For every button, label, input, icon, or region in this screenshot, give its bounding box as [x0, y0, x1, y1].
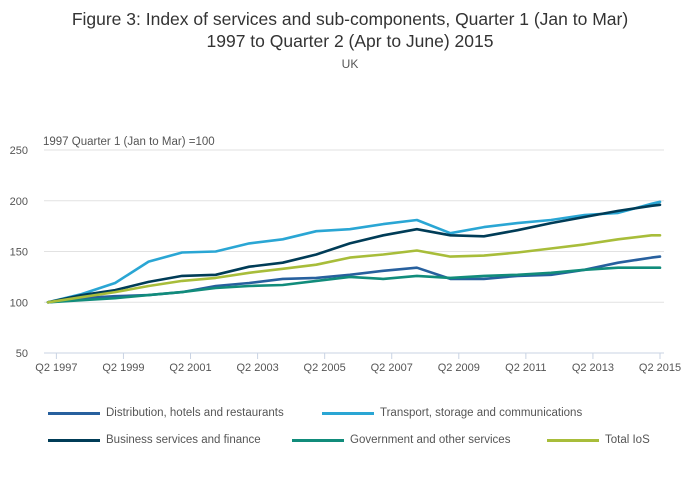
legend-swatch — [547, 438, 599, 442]
y-axis-ticks: 50 100 150 200 250 — [10, 145, 28, 360]
y-tick-label: 200 — [10, 196, 28, 208]
x-tick-label: Q2 2005 — [304, 362, 346, 374]
legend-label: Transport, storage and communications — [380, 407, 583, 419]
chart-title: Figure 3: Index of services and sub-comp… — [0, 8, 700, 52]
gridlines — [44, 149, 664, 303]
x-tick-label: Q2 2013 — [572, 362, 614, 374]
series-lines — [46, 200, 662, 304]
y-tick-label: 150 — [10, 247, 28, 259]
chart-subtitle: UK — [341, 57, 359, 71]
series-line-total-ios — [46, 234, 662, 304]
chart-title-line-2: 1997 to Quarter 2 (Apr to June) 2015 — [206, 31, 494, 51]
series-line-transport-storage-and-communications — [46, 200, 662, 304]
legend-item-transport[interactable]: Transport, storage and communications — [322, 407, 582, 419]
legend-label: Government and other services — [350, 434, 511, 446]
legend-item-distribution[interactable]: Distribution, hotels and restaurants — [48, 407, 284, 419]
legend-swatch — [292, 438, 344, 442]
y-tick-label: 50 — [16, 348, 28, 360]
x-tick-label: Q2 1997 — [35, 362, 77, 374]
x-tick-label: Q2 2001 — [169, 362, 211, 374]
legend-swatch — [322, 411, 374, 415]
legend-label: Total IoS — [605, 434, 650, 446]
x-tick-label: Q2 2011 — [505, 362, 546, 374]
x-tick-label: Q2 2003 — [236, 362, 278, 374]
y-axis-title: 1997 Quarter 1 (Jan to Mar) =100 — [43, 136, 215, 148]
legend-label: Business services and finance — [106, 434, 261, 446]
x-tick-label: Q2 2009 — [438, 362, 480, 374]
y-tick-label: 250 — [10, 145, 28, 157]
series-line-business-services-and-finance — [46, 203, 662, 304]
legend-item-business[interactable]: Business services and finance — [48, 434, 261, 446]
legend-swatch — [48, 411, 100, 415]
x-tick-label: Q2 2015 — [639, 362, 681, 374]
series-line-government-and-other-services — [46, 266, 662, 304]
y-tick-label: 100 — [10, 297, 28, 309]
x-tick-label: Q2 1999 — [102, 362, 144, 374]
x-tick-label: Q2 2007 — [371, 362, 413, 374]
legend-item-total-ios[interactable]: Total IoS — [547, 434, 650, 446]
legend-label: Distribution, hotels and restaurants — [106, 407, 284, 419]
legend-swatch — [48, 438, 100, 442]
chart-title-line-1: Figure 3: Index of services and sub-comp… — [71, 9, 629, 29]
x-axis: Q2 1997 Q2 1999 Q2 2001 Q2 2003 Q2 2005 Q2 20… — [35, 352, 681, 374]
legend-item-government[interactable]: Government and other services — [292, 434, 510, 446]
